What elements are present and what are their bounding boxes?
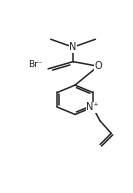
Text: Br⁻: Br⁻ [28, 60, 43, 69]
Text: N: N [69, 42, 77, 52]
Text: N: N [47, 29, 54, 38]
Text: O: O [94, 61, 102, 71]
Text: N⁺: N⁺ [86, 102, 99, 112]
